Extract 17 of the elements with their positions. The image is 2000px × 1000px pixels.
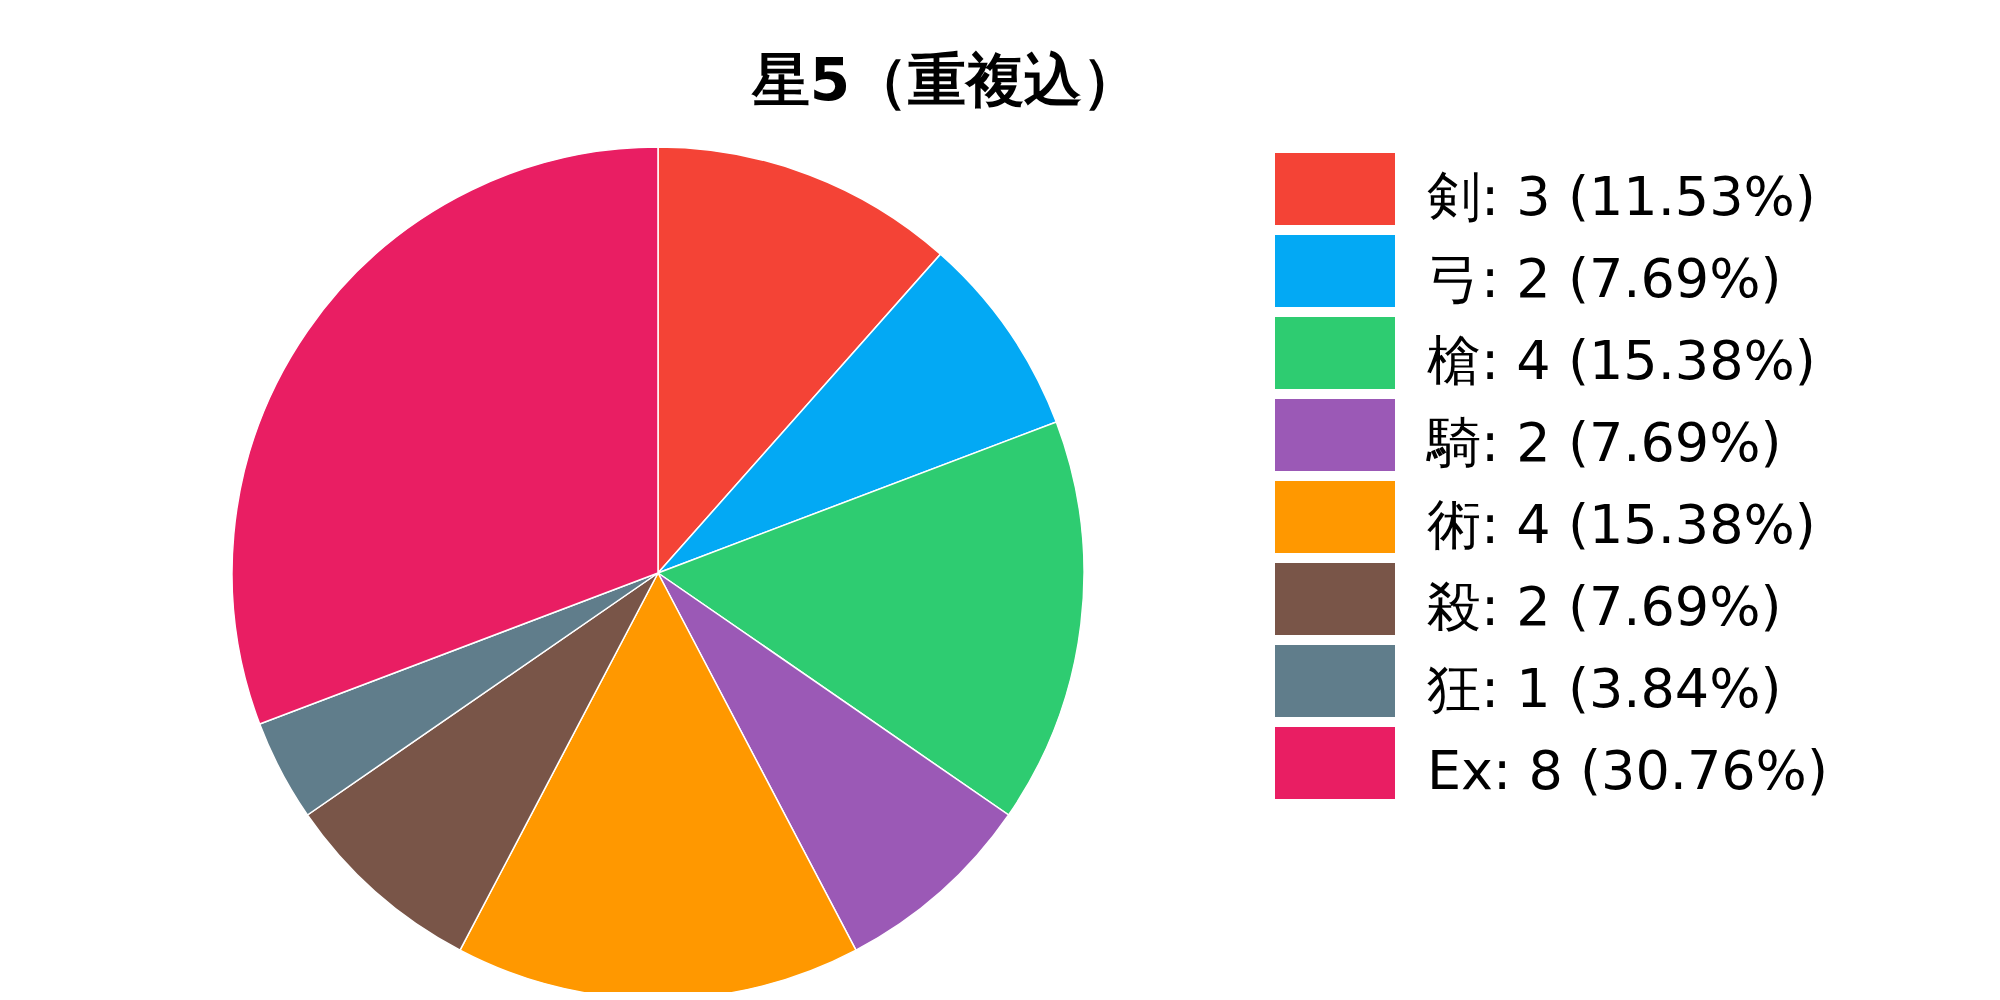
legend-label: 騎 [1427,411,1481,474]
legend-label: 術 [1427,493,1481,556]
legend-label: 弓 [1427,247,1481,310]
data-label: : 4 (15.38%) [1481,493,1816,556]
legend-label: 槍 [1427,329,1481,392]
legend-label: 殺 [1427,575,1481,638]
data-label: : 8 (30.76%) [1493,739,1828,802]
legend-label: 剣 [1427,165,1481,228]
data-label: : 2 (7.69%) [1481,247,1782,310]
data-label: : 4 (15.38%) [1481,329,1816,392]
data-label: : 1 (3.84%) [1481,657,1782,720]
legend-label: 狂 [1427,657,1481,720]
legend-label: Ex [1427,739,1494,802]
data-label: : 2 (7.69%) [1481,575,1782,638]
data-label: : 2 (7.69%) [1481,411,1782,474]
data-label: : 3 (11.53%) [1481,165,1816,228]
chart-title: 星5（重複込） [750,46,1141,114]
